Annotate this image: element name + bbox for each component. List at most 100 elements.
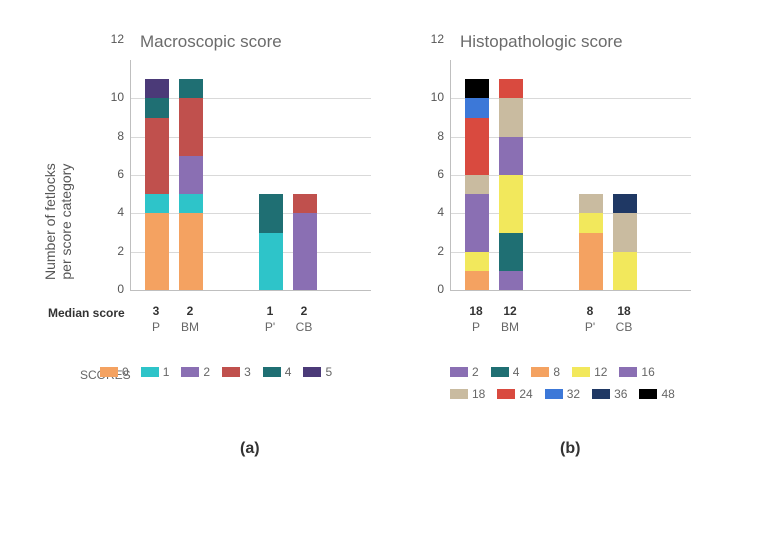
legend-swatch <box>491 367 509 377</box>
bar-segment <box>465 271 489 290</box>
y-axis-label-line2: per score category <box>58 163 74 280</box>
legend-swatch <box>263 367 281 377</box>
bar-a-P' <box>259 194 283 290</box>
legend-label: 24 <box>519 387 532 401</box>
y-tick: 10 <box>102 90 124 104</box>
legend-label: 12 <box>594 365 607 379</box>
bar-segment <box>465 175 489 194</box>
bar-segment <box>179 194 203 213</box>
bar-segment <box>145 79 169 98</box>
bar-b-BM <box>499 79 523 290</box>
legend-label: 0 <box>122 365 129 379</box>
y-tick: 0 <box>102 282 124 296</box>
bar-segment <box>145 194 169 213</box>
legend-item: 18 <box>450 387 485 401</box>
bar-segment <box>499 79 523 98</box>
x-category: P' <box>572 320 608 334</box>
bar-segment <box>499 271 523 290</box>
bar-b-P <box>465 79 489 290</box>
y-tick: 10 <box>422 90 444 104</box>
legend-label: 16 <box>641 365 654 379</box>
bar-segment <box>499 175 523 233</box>
legend-swatch <box>619 367 637 377</box>
bar-segment <box>293 194 317 213</box>
legend-item: 16 <box>619 365 654 379</box>
bar-segment <box>499 233 523 271</box>
bar-segment <box>499 137 523 175</box>
bar-a-P <box>145 79 169 290</box>
bar-segment <box>465 252 489 271</box>
legend-label: 18 <box>472 387 485 401</box>
legend-item: 36 <box>592 387 627 401</box>
legend-label: 4 <box>513 365 520 379</box>
bar-segment <box>465 79 489 98</box>
bar-segment <box>293 213 317 290</box>
figure: { "dimensions": {"width":760,"height":53… <box>0 0 760 533</box>
y-tick: 4 <box>422 205 444 219</box>
bar-segment <box>465 118 489 176</box>
bar-segment <box>579 213 603 232</box>
legend-label: 32 <box>567 387 580 401</box>
bar-segment <box>259 194 283 232</box>
bar-a-BM <box>179 79 203 290</box>
median-value: 8 <box>572 304 608 318</box>
bar-segment <box>613 252 637 290</box>
median-value: 18 <box>458 304 494 318</box>
bar-b-P' <box>579 194 603 290</box>
bar-segment <box>465 98 489 117</box>
x-category: CB <box>606 320 642 334</box>
bar-segment <box>259 233 283 291</box>
y-axis-label-line1: Number of fetlocks <box>42 163 58 280</box>
median-value: 3 <box>138 304 174 318</box>
x-category: CB <box>286 320 322 334</box>
bar-segment <box>179 213 203 290</box>
bar-segment <box>465 194 489 252</box>
y-tick: 8 <box>422 129 444 143</box>
legend-item: 3 <box>222 365 251 379</box>
legend-item: 8 <box>531 365 560 379</box>
median-value: 18 <box>606 304 642 318</box>
panel-label-a: (a) <box>240 440 260 458</box>
x-category: BM <box>492 320 528 334</box>
legend-item: 5 <box>303 365 332 379</box>
legend-label: 5 <box>325 365 332 379</box>
x-category: P <box>138 320 174 334</box>
legend-swatch <box>181 367 199 377</box>
y-axis-label: Number of fetlocks per score category <box>42 163 74 280</box>
bar-segment <box>499 98 523 136</box>
bar-segment <box>145 98 169 117</box>
bar-segment <box>179 156 203 194</box>
legend-label: 1 <box>163 365 170 379</box>
legend-b: 24812161824323648 <box>450 365 710 401</box>
panel-title-b: Histopathologic score <box>460 32 623 52</box>
bar-b-CB <box>613 194 637 290</box>
x-category: BM <box>172 320 208 334</box>
median-value: 12 <box>492 304 528 318</box>
legend-swatch <box>639 389 657 399</box>
legend-item: 0 <box>100 365 129 379</box>
legend-a: 012345 <box>100 365 360 379</box>
y-tick: 2 <box>422 244 444 258</box>
bar-a-CB <box>293 194 317 290</box>
median-value: 2 <box>172 304 208 318</box>
y-tick-top-a: 12 <box>94 32 124 46</box>
legend-swatch <box>545 389 563 399</box>
bar-segment <box>145 213 169 290</box>
bar-segment <box>613 213 637 251</box>
legend-item: 1 <box>141 365 170 379</box>
plot-a <box>130 60 371 291</box>
legend-label: 48 <box>661 387 674 401</box>
bar-segment <box>179 98 203 156</box>
legend-label: 36 <box>614 387 627 401</box>
median-score-label: Median score <box>48 306 125 320</box>
legend-label: 2 <box>203 365 210 379</box>
bar-segment <box>613 194 637 213</box>
median-value: 2 <box>286 304 322 318</box>
legend-swatch <box>592 389 610 399</box>
plot-b <box>450 60 691 291</box>
legend-swatch <box>531 367 549 377</box>
legend-item: 2 <box>450 365 479 379</box>
bar-segment <box>579 233 603 291</box>
y-tick: 8 <box>102 129 124 143</box>
legend-label: 4 <box>285 365 292 379</box>
